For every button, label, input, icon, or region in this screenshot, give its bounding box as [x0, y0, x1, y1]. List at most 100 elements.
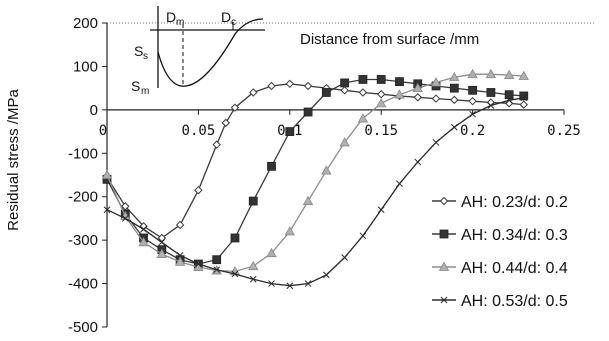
data-point: [449, 83, 459, 93]
data-point: [450, 123, 458, 131]
data-point: [340, 86, 349, 95]
data-point: [395, 77, 404, 87]
data-point: [157, 233, 167, 243]
legend-label: AH: 0.53/d: 0.5: [461, 293, 568, 310]
data-point: [413, 93, 422, 102]
data-point: [430, 77, 442, 87]
legend-item: AH: 0.53/d: 0.5: [432, 293, 568, 310]
data-point: [414, 158, 422, 166]
data-point: [303, 107, 313, 117]
data-point: [321, 88, 331, 97]
data-point: [221, 118, 231, 128]
data-point: [285, 79, 295, 89]
data-point: [359, 232, 367, 240]
x-tick-label: 0.2: [460, 123, 485, 139]
y-tick-label: -500: [68, 319, 98, 336]
data-point: [176, 251, 184, 259]
x-tick-label: 0.05: [182, 123, 216, 139]
series-4: [103, 94, 528, 290]
data-point: [341, 254, 348, 261]
data-point: [503, 69, 515, 80]
data-point: [376, 75, 386, 84]
data-point: [212, 255, 222, 265]
data-point: [302, 195, 314, 205]
data-point: [520, 94, 528, 102]
inset-schematic: D m D c S s S m: [131, 6, 265, 97]
data-point: [138, 236, 149, 247]
legend-marker: [439, 229, 449, 239]
data-point: [230, 233, 240, 243]
data-point: [519, 91, 529, 101]
data-point: [285, 127, 295, 136]
data-point: [431, 94, 441, 103]
series-line: [106, 73, 524, 273]
y-axis-label: Residual stress /MPa: [5, 88, 22, 230]
data-point: [467, 68, 478, 79]
data-point: [340, 78, 350, 88]
data-point: [195, 260, 202, 268]
data-point: [267, 81, 276, 91]
inset-label-d: D: [166, 9, 176, 25]
legend: AH: 0.23/d: 0.2 AH: 0.34/d: 0.3 AH: 0.44/d…: [432, 194, 568, 310]
series-group: [101, 68, 529, 290]
data-point: [140, 225, 147, 233]
data-point: [303, 81, 313, 91]
legend-item: AH: 0.34/d: 0.3: [432, 227, 568, 244]
data-point: [158, 238, 166, 246]
inset-label-d: D: [221, 9, 231, 25]
data-point: [304, 280, 312, 287]
data-point: [357, 113, 369, 123]
data-point: [412, 82, 423, 93]
data-point: [321, 165, 332, 175]
legend-label: AH: 0.34/d: 0.3: [461, 227, 568, 244]
inset-label-c-sub: c: [231, 17, 236, 28]
data-point: [121, 215, 129, 222]
data-point: [268, 280, 275, 287]
y-tick-label: 200: [73, 15, 98, 32]
legend-item: AH: 0.44/d: 0.4: [432, 260, 568, 277]
data-point: [504, 90, 514, 100]
inset-label-m-sub: m: [176, 17, 184, 28]
inset-label-s-sub: s: [143, 51, 148, 62]
x-axis-ticks: 00.050.10.150.20.25: [99, 109, 581, 139]
y-tick-label: -400: [68, 276, 98, 293]
data-point: [468, 96, 477, 106]
data-point: [248, 260, 259, 271]
data-point: [213, 266, 221, 274]
data-point: [175, 220, 185, 230]
data-point: [487, 102, 495, 109]
axes: [106, 23, 564, 327]
data-point: [468, 85, 478, 95]
data-point: [323, 271, 330, 279]
data-point: [174, 256, 186, 266]
data-point: [519, 100, 528, 109]
data-point: [231, 270, 239, 278]
inset-label-s: S: [134, 43, 143, 59]
data-point: [103, 206, 111, 214]
legend-marker: [440, 296, 448, 304]
y-tick-label: 0: [90, 102, 98, 119]
legend-item: AH: 0.23/d: 0.2: [432, 194, 568, 211]
data-point: [249, 275, 257, 283]
data-point: [156, 248, 168, 258]
x-tick-label: 0.25: [547, 123, 581, 139]
data-point: [469, 110, 476, 118]
data-point: [376, 98, 387, 108]
inset-label-s: S: [131, 78, 140, 94]
series-line: [106, 83, 524, 239]
data-point: [249, 88, 258, 97]
data-point: [358, 75, 368, 84]
data-point: [485, 68, 497, 79]
data-point: [449, 71, 460, 82]
legend-label: AH: 0.23/d: 0.2: [461, 194, 568, 211]
data-point: [518, 70, 529, 80]
data-point: [376, 90, 386, 99]
data-point: [432, 139, 440, 146]
data-point: [230, 103, 240, 112]
y-tick-label: -200: [68, 189, 98, 206]
x-tick-label: 0.15: [364, 123, 398, 139]
data-point: [396, 180, 403, 188]
data-point: [486, 88, 496, 97]
